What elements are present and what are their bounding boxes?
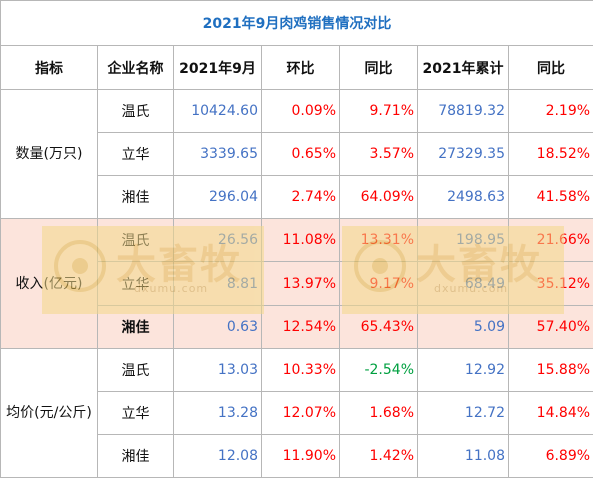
sep-value: 10424.60 [173,89,262,134]
table-row: 立华 3339.65 0.65% 3.57% 27329.35 18.52% [1,132,593,177]
sep-value: 13.03 [173,347,262,392]
ytd-yoy-value: 21.66% [507,218,593,263]
table-row: 湘佳 296.04 2.74% 64.09% 2498.63 41.58% [1,175,593,220]
yoy-value: 13.31% [339,218,418,263]
ytd-value: 27329.35 [417,132,509,177]
ytd-yoy-value: 57.40% [507,304,593,349]
table-row: 湘佳 12.08 11.90% 1.42% 11.08 6.89% [1,433,593,478]
yoy-value: 1.68% [339,390,418,435]
ytd-yoy-value: 35.12% [507,261,593,306]
yoy-value: 1.42% [339,433,418,478]
mom-value: 12.54% [261,304,340,349]
company-cell: 温氏 [97,89,174,134]
ytd-value: 12.72 [417,390,509,435]
mom-value: 13.97% [261,261,340,306]
ytd-value: 198.95 [417,218,509,263]
metric-revenue: 收入(亿元) [0,218,98,349]
header-company: 企业名称 [97,45,174,91]
sep-value: 13.28 [173,390,262,435]
company-cell: 立华 [97,261,174,306]
mom-value: 11.08% [261,218,340,263]
sep-value: 26.56 [173,218,262,263]
ytd-value: 78819.32 [417,89,509,134]
mom-value: 12.07% [261,390,340,435]
ytd-value: 11.08 [417,433,509,478]
header-ytd-2021: 2021年累计 [417,45,509,91]
mom-value: 0.09% [261,89,340,134]
ytd-yoy-value: 15.88% [507,347,593,392]
yoy-value: 9.71% [339,89,418,134]
header-row: 指标 企业名称 2021年9月 环比 同比 2021年累计 同比 [0,45,593,91]
company-cell: 湘佳 [97,175,174,220]
company-cell: 立华 [97,132,174,177]
yoy-value: -2.54% [339,347,418,392]
yoy-value: 9.17% [339,261,418,306]
ytd-value: 12.92 [417,347,509,392]
ytd-value: 68.49 [417,261,509,306]
mom-value: 0.65% [261,132,340,177]
header-yoy: 同比 [339,45,418,91]
ytd-yoy-value: 6.89% [507,433,593,478]
table-row: 收入(亿元) 温氏 26.56 11.08% 13.31% 198.95 21.… [0,218,593,349]
company-cell: 湘佳 [97,433,174,478]
table-row: 立华 13.28 12.07% 1.68% 12.72 14.84% [1,390,593,435]
table-row: 数量(万只) 温氏 10424.60 0.09% 9.71% 78819.32 … [0,89,593,220]
sep-value: 0.63 [173,304,262,349]
yoy-value: 3.57% [339,132,418,177]
ytd-yoy-value: 14.84% [507,390,593,435]
company-cell: 湘佳 [97,304,174,349]
ytd-yoy-value: 2.19% [507,89,593,134]
table-row: 均价(元/公斤) 温氏 13.03 10.33% -2.54% 12.92 15… [0,347,593,478]
company-cell: 温氏 [97,347,174,392]
sep-value: 296.04 [173,175,262,220]
company-cell: 温氏 [97,218,174,263]
header-mom: 环比 [261,45,340,91]
sep-value: 8.81 [173,261,262,306]
ytd-yoy-value: 18.52% [507,132,593,177]
mom-value: 11.90% [261,433,340,478]
metric-avg-price: 均价(元/公斤) [0,347,98,478]
sep-value: 3339.65 [173,132,262,177]
mom-value: 2.74% [261,175,340,220]
sep-value: 12.08 [173,433,262,478]
table-title: 2021年9月肉鸡销售情况对比 [0,0,593,47]
metric-quantity: 数量(万只) [0,89,98,220]
header-ytd-yoy: 同比 [507,45,593,91]
ytd-value: 2498.63 [417,175,509,220]
mom-value: 10.33% [261,347,340,392]
ytd-value: 5.09 [417,304,509,349]
header-sep-2021: 2021年9月 [173,45,262,91]
yoy-value: 65.43% [339,304,418,349]
company-cell: 立华 [97,390,174,435]
ytd-yoy-value: 41.58% [507,175,593,220]
header-metric: 指标 [0,45,98,91]
yoy-value: 64.09% [339,175,418,220]
